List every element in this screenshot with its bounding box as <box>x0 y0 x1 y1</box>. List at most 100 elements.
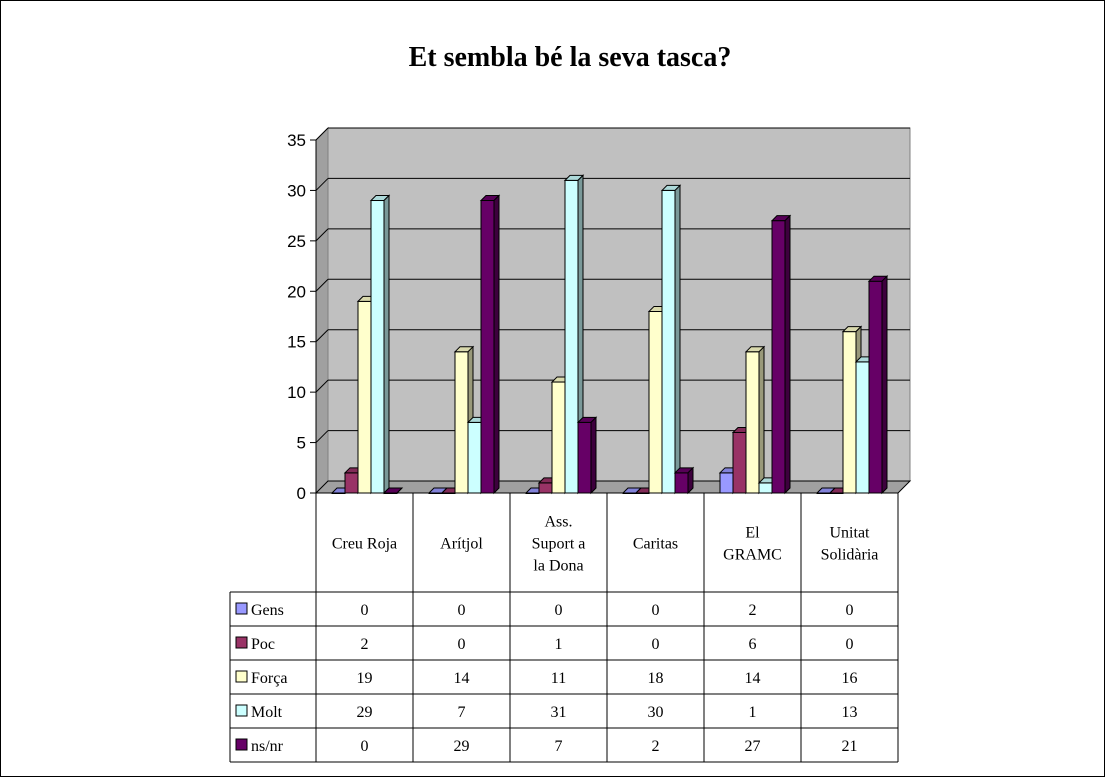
table-value: 19 <box>357 670 373 687</box>
table-value: 0 <box>458 602 466 619</box>
y-tick-label: 0 <box>297 484 306 503</box>
y-tick-label: 15 <box>287 333 306 352</box>
gridline-side <box>315 379 329 393</box>
bar-front <box>577 421 592 494</box>
gridline-side <box>315 228 329 242</box>
table-value: 16 <box>842 670 858 687</box>
table-value: 0 <box>652 602 660 619</box>
legend-label: ns/nr <box>251 738 284 755</box>
category-label-line: la Dona <box>533 558 583 575</box>
category-label: Ass. Suport a la Dona <box>532 514 586 575</box>
table-value: 1 <box>749 704 757 721</box>
bar-side <box>674 184 681 495</box>
table-value: 1 <box>555 636 563 653</box>
bar-side <box>881 274 888 495</box>
y-tick-label: 5 <box>297 434 306 453</box>
bar-front <box>855 361 870 494</box>
table-value: 14 <box>745 670 761 687</box>
bar <box>673 466 695 495</box>
table-value: 7 <box>555 738 563 755</box>
table-value: 30 <box>648 704 664 721</box>
table-value: 0 <box>652 636 660 653</box>
table-value: 31 <box>551 704 567 721</box>
legend-key <box>235 670 248 683</box>
gridline-side <box>315 329 329 343</box>
bar-front <box>719 472 734 494</box>
bar <box>369 194 391 495</box>
legend-label: Poc <box>251 636 275 653</box>
y-tick-label: 20 <box>287 282 306 301</box>
bar <box>382 487 404 494</box>
table-value: 18 <box>648 670 664 687</box>
category-label: Arítjol <box>440 536 483 553</box>
bar <box>427 487 449 494</box>
plot-side-wall <box>315 126 329 495</box>
y-tick-label: 30 <box>287 181 306 200</box>
table-value: 0 <box>846 602 854 619</box>
bar-side <box>687 466 694 495</box>
legend-key <box>235 602 248 615</box>
bar-front <box>648 310 663 494</box>
plot-back-wall <box>327 127 911 482</box>
bar-front <box>745 351 760 494</box>
bar <box>660 184 682 495</box>
table-value: 2 <box>361 636 369 653</box>
bar-front <box>842 331 857 494</box>
bar-front <box>758 482 773 494</box>
table-value: 7 <box>458 704 466 721</box>
bar-front <box>344 472 359 494</box>
table-value: 13 <box>842 704 858 721</box>
legend-key <box>235 636 248 649</box>
table-value: 29 <box>454 738 470 755</box>
bar <box>563 174 585 495</box>
category-label: Caritas <box>633 536 678 553</box>
bar-front <box>674 472 689 494</box>
category-label-line: Suport a <box>532 536 586 553</box>
category-label-line: Arítjol <box>440 536 483 553</box>
legend-label: Gens <box>251 602 284 619</box>
bar-front <box>357 300 372 494</box>
table-value: 11 <box>551 670 566 687</box>
bar-front <box>564 179 579 494</box>
table-value: 27 <box>745 738 761 755</box>
bar-side <box>396 487 403 494</box>
legend-key <box>235 738 248 751</box>
category-label-line: Ass. <box>544 514 572 531</box>
table-value: 0 <box>555 602 563 619</box>
bar-front <box>868 280 883 494</box>
table-value: 29 <box>357 704 373 721</box>
gridline-side <box>315 127 329 141</box>
category-label: Unitat Solidària <box>821 525 879 564</box>
table-value: 2 <box>749 602 757 619</box>
bar-front <box>661 189 676 494</box>
table-value: 2 <box>652 738 660 755</box>
category-label-line: GRAMC <box>723 547 782 564</box>
legend-label: Molt <box>251 704 283 721</box>
bar-front <box>538 482 553 494</box>
category-label-line: Solidària <box>821 547 879 564</box>
bar-side <box>758 345 765 495</box>
data-table: Creu Roja Arítjol Ass. Suport a la Dona Carit… <box>229 493 899 763</box>
bar-front <box>480 200 495 494</box>
legend-label: Força <box>251 670 287 687</box>
bar <box>576 416 598 495</box>
category-label-line: Creu Roja <box>332 536 397 553</box>
bar-side <box>493 194 500 495</box>
bar <box>770 214 792 495</box>
bar-side <box>383 194 390 495</box>
category-label-line: Unitat <box>830 525 871 542</box>
category-label: El GRAMC <box>723 525 782 564</box>
bar-front <box>551 381 566 494</box>
category-label-line: Caritas <box>633 536 678 553</box>
bar <box>479 194 501 495</box>
chart-title: Et sembla bé la seva tasca? <box>409 42 732 73</box>
bar <box>867 274 889 495</box>
table-value: 0 <box>361 602 369 619</box>
table-value: 6 <box>749 636 757 653</box>
bar <box>744 345 766 495</box>
gridline-side <box>315 278 329 292</box>
bar-side <box>784 214 791 495</box>
